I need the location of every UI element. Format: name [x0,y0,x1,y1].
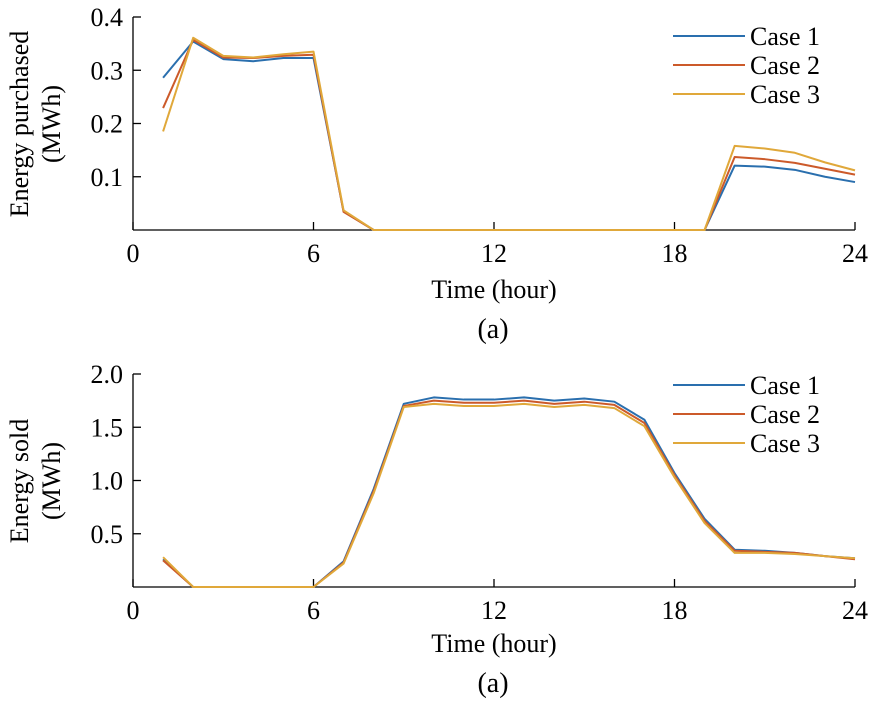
y-tick-label: 1.0 [91,467,124,496]
x-axis-label: Time (hour) [431,275,556,304]
x-tick-label: 12 [481,596,507,625]
legend-label-case-1: Case 1 [750,22,820,51]
y-axis-label-line2: (MWh) [37,442,66,520]
legend-label-case-1: Case 1 [750,371,820,400]
x-tick-label: 6 [307,596,320,625]
legend-label-case-3: Case 3 [750,80,820,109]
y-tick-label: 0.2 [91,110,124,139]
y-tick-label: 0.4 [91,3,124,32]
y-tick-label: 0.1 [91,163,124,192]
y-axis-label-line1: Energy purchased [5,31,34,218]
series-line-case-3 [162,402,856,588]
legend-label-case-2: Case 2 [750,51,820,80]
x-tick-label: 24 [842,239,868,268]
x-tick-label: 24 [842,596,868,625]
y-tick-label: 0.5 [91,520,124,549]
chart-2: 0 6 12 18 24 0.5 1.0 1.5 2.0 Time (hour) (a) Energy… [5,360,868,699]
y-axis-label-line2: (MWh) [37,85,66,163]
y-tick-label: 1.5 [91,413,124,442]
series-line-case-3 [162,36,856,231]
chart-1: 0 6 12 18 24 0.1 0.2 0.3 0.4 Time (hour) (a) Energy… [5,3,868,345]
y-tick-label: 2.0 [91,360,124,389]
chart-caption: (a) [477,668,508,699]
x-axis-label: Time (hour) [431,629,556,658]
x-tick-label: 12 [481,239,507,268]
x-tick-label: 6 [307,239,320,268]
x-tick-label: 0 [127,596,140,625]
x-tick-label: 18 [662,596,688,625]
chart-caption: (a) [477,314,508,345]
legend-label-case-3: Case 3 [750,429,820,458]
y-tick-label: 0.3 [91,56,124,85]
x-tick-label: 0 [127,239,140,268]
y-axis-label-line1: Energy sold [5,419,34,543]
x-tick-label: 18 [662,239,688,268]
legend-label-case-2: Case 2 [750,400,820,429]
